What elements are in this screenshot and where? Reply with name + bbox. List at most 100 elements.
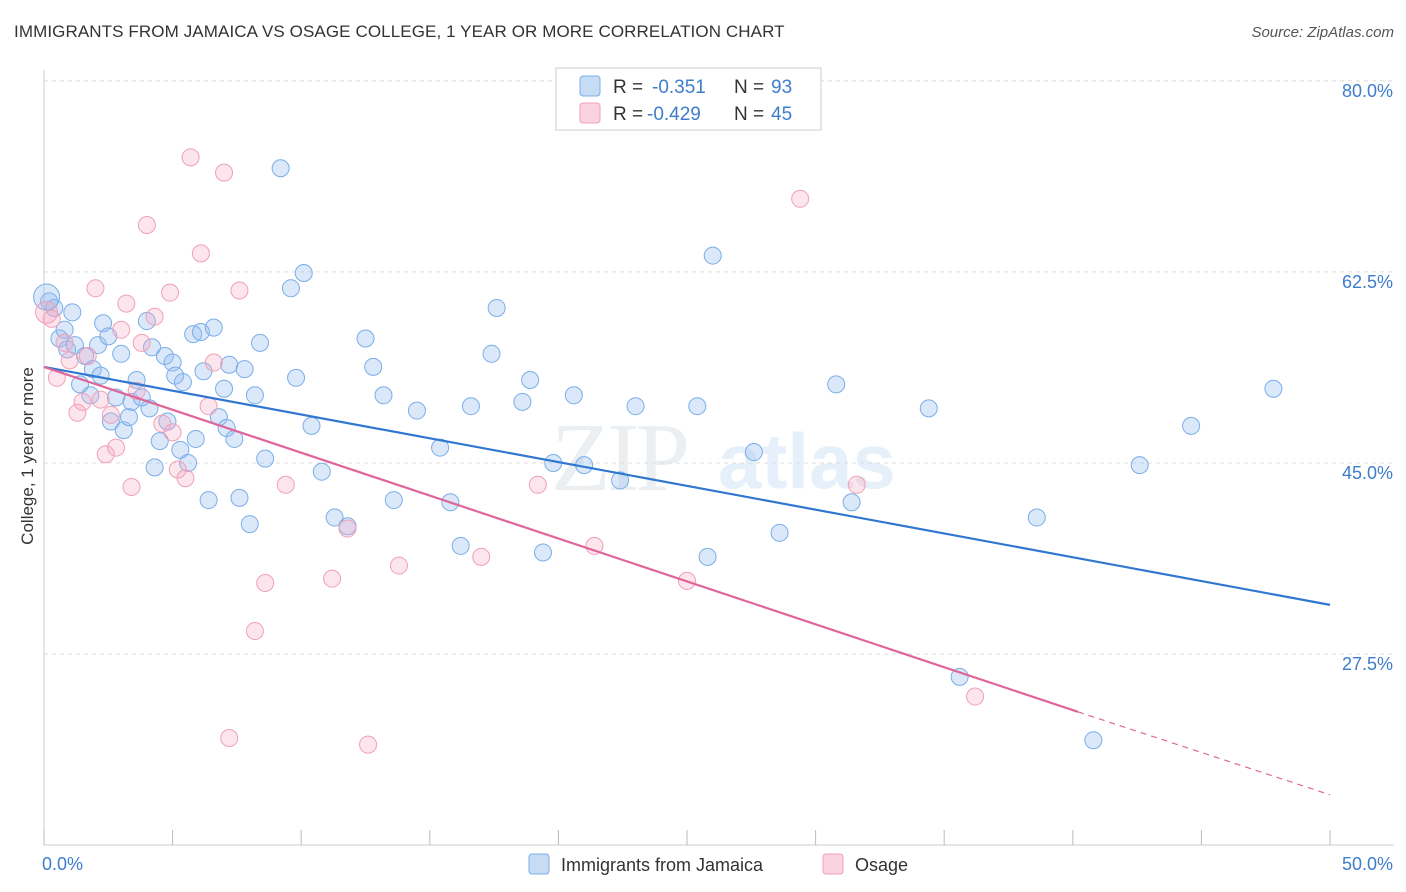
- point-osage: [60, 351, 79, 370]
- point-osage: [161, 283, 180, 302]
- trend-line-osage-extension: [1077, 711, 1331, 796]
- point-jamaica: [770, 523, 789, 542]
- point-osage: [73, 392, 92, 411]
- legend-swatch-jamaica: [579, 75, 601, 97]
- point-osage: [127, 381, 146, 400]
- chart-title: IMMIGRANTS FROM JAMAICA VS OSAGE COLLEGE…: [14, 22, 785, 41]
- point-osage: [96, 445, 115, 464]
- point-jamaica: [703, 246, 722, 265]
- x-ticks: [43, 830, 1331, 845]
- point-jamaica: [240, 515, 259, 534]
- point-osage: [122, 477, 141, 496]
- legend: R = -0.351 N = 93 R = -0.429 N = 45: [555, 67, 822, 131]
- point-osage: [55, 333, 74, 352]
- point-jamaica: [384, 491, 403, 510]
- x-tick-label-max: 50.0%: [1342, 854, 1393, 874]
- point-jamaica: [521, 371, 540, 389]
- scatter-points: [33, 148, 1283, 754]
- bottom-legend-swatch-jamaica: [528, 853, 550, 875]
- point-osage: [137, 216, 156, 234]
- point-jamaica: [245, 386, 264, 405]
- point-jamaica: [482, 344, 501, 363]
- point-jamaica: [533, 543, 552, 562]
- point-jamaica: [112, 344, 131, 363]
- watermark-atlas: atlas: [718, 417, 896, 505]
- point-jamaica: [163, 353, 182, 372]
- legend-r-value-1: -0.351: [652, 77, 706, 98]
- point-osage: [181, 148, 200, 167]
- point-jamaica: [256, 449, 275, 468]
- point-osage: [86, 279, 105, 298]
- point-jamaica: [294, 264, 313, 283]
- point-jamaica: [119, 408, 138, 427]
- point-jamaica: [81, 386, 100, 405]
- point-osage: [847, 475, 866, 494]
- point-jamaica: [461, 397, 480, 416]
- point-jamaica: [204, 318, 223, 337]
- point-jamaica: [374, 386, 393, 405]
- point-jamaica: [166, 366, 185, 385]
- point-osage: [163, 423, 182, 442]
- point-osage: [528, 475, 547, 494]
- y-axis-label: College, 1 year or more: [18, 367, 37, 545]
- point-jamaica: [55, 320, 74, 339]
- point-osage: [220, 729, 239, 748]
- point-jamaica: [101, 412, 120, 431]
- point-osage: [101, 405, 120, 424]
- point-jamaica: [287, 368, 306, 387]
- point-jamaica: [215, 379, 234, 398]
- point-jamaica: [487, 298, 506, 317]
- point-jamaica: [312, 462, 331, 481]
- y-tick-labels: 27.5% 45.0% 62.5% 80.0%: [1342, 81, 1393, 674]
- point-osage: [230, 281, 249, 300]
- point-osage: [117, 294, 136, 313]
- point-osage: [256, 574, 275, 593]
- point-osage: [276, 475, 295, 494]
- point-jamaica: [626, 397, 645, 416]
- x-tick-label-min: 0.0%: [42, 854, 83, 874]
- legend-n-label-2: N =: [734, 104, 764, 125]
- point-osage: [145, 307, 164, 326]
- watermark: ZIP atlas: [551, 404, 896, 512]
- point-jamaica: [143, 338, 162, 357]
- point-jamaica: [356, 329, 375, 348]
- legend-n-label-1: N =: [734, 77, 764, 98]
- point-jamaica: [220, 355, 239, 374]
- legend-n-value-1: 93: [771, 77, 792, 98]
- point-osage: [68, 403, 87, 422]
- bottom-legend-label-osage: Osage: [855, 855, 908, 875]
- point-jamaica: [155, 346, 174, 365]
- point-jamaica: [173, 373, 192, 392]
- point-jamaica: [179, 453, 198, 472]
- bottom-legend-swatch-osage: [822, 853, 844, 875]
- y-tick-label: 62.5%: [1342, 272, 1393, 292]
- point-jamaica: [407, 401, 426, 420]
- point-jamaica: [1027, 508, 1046, 527]
- point-jamaica: [230, 488, 249, 507]
- point-osage: [91, 390, 110, 409]
- point-osage: [472, 547, 491, 566]
- point-osage: [112, 320, 131, 339]
- point-jamaica: [513, 392, 532, 411]
- y-tick-label: 80.0%: [1342, 81, 1393, 101]
- point-jamaica: [145, 458, 164, 477]
- y-tick-label: 45.0%: [1342, 463, 1393, 483]
- point-osage: [338, 519, 357, 538]
- point-osage-large: [35, 300, 59, 324]
- bottom-legend-label-jamaica: Immigrants from Jamaica: [561, 855, 764, 875]
- point-jamaica: [150, 432, 169, 451]
- point-osage: [78, 346, 97, 365]
- point-jamaica: [564, 386, 583, 405]
- trend-line-osage: [43, 365, 1079, 713]
- point-jamaica: [1130, 456, 1149, 475]
- point-jamaica: [184, 325, 203, 344]
- legend-r-label-1: R =: [613, 77, 643, 98]
- point-osage: [359, 735, 378, 754]
- legend-r-label-2: R =: [613, 104, 643, 125]
- point-osage: [107, 438, 126, 457]
- point-jamaica: [744, 443, 763, 462]
- point-osage: [791, 189, 810, 208]
- point-jamaica: [688, 397, 707, 416]
- point-osage: [245, 622, 264, 641]
